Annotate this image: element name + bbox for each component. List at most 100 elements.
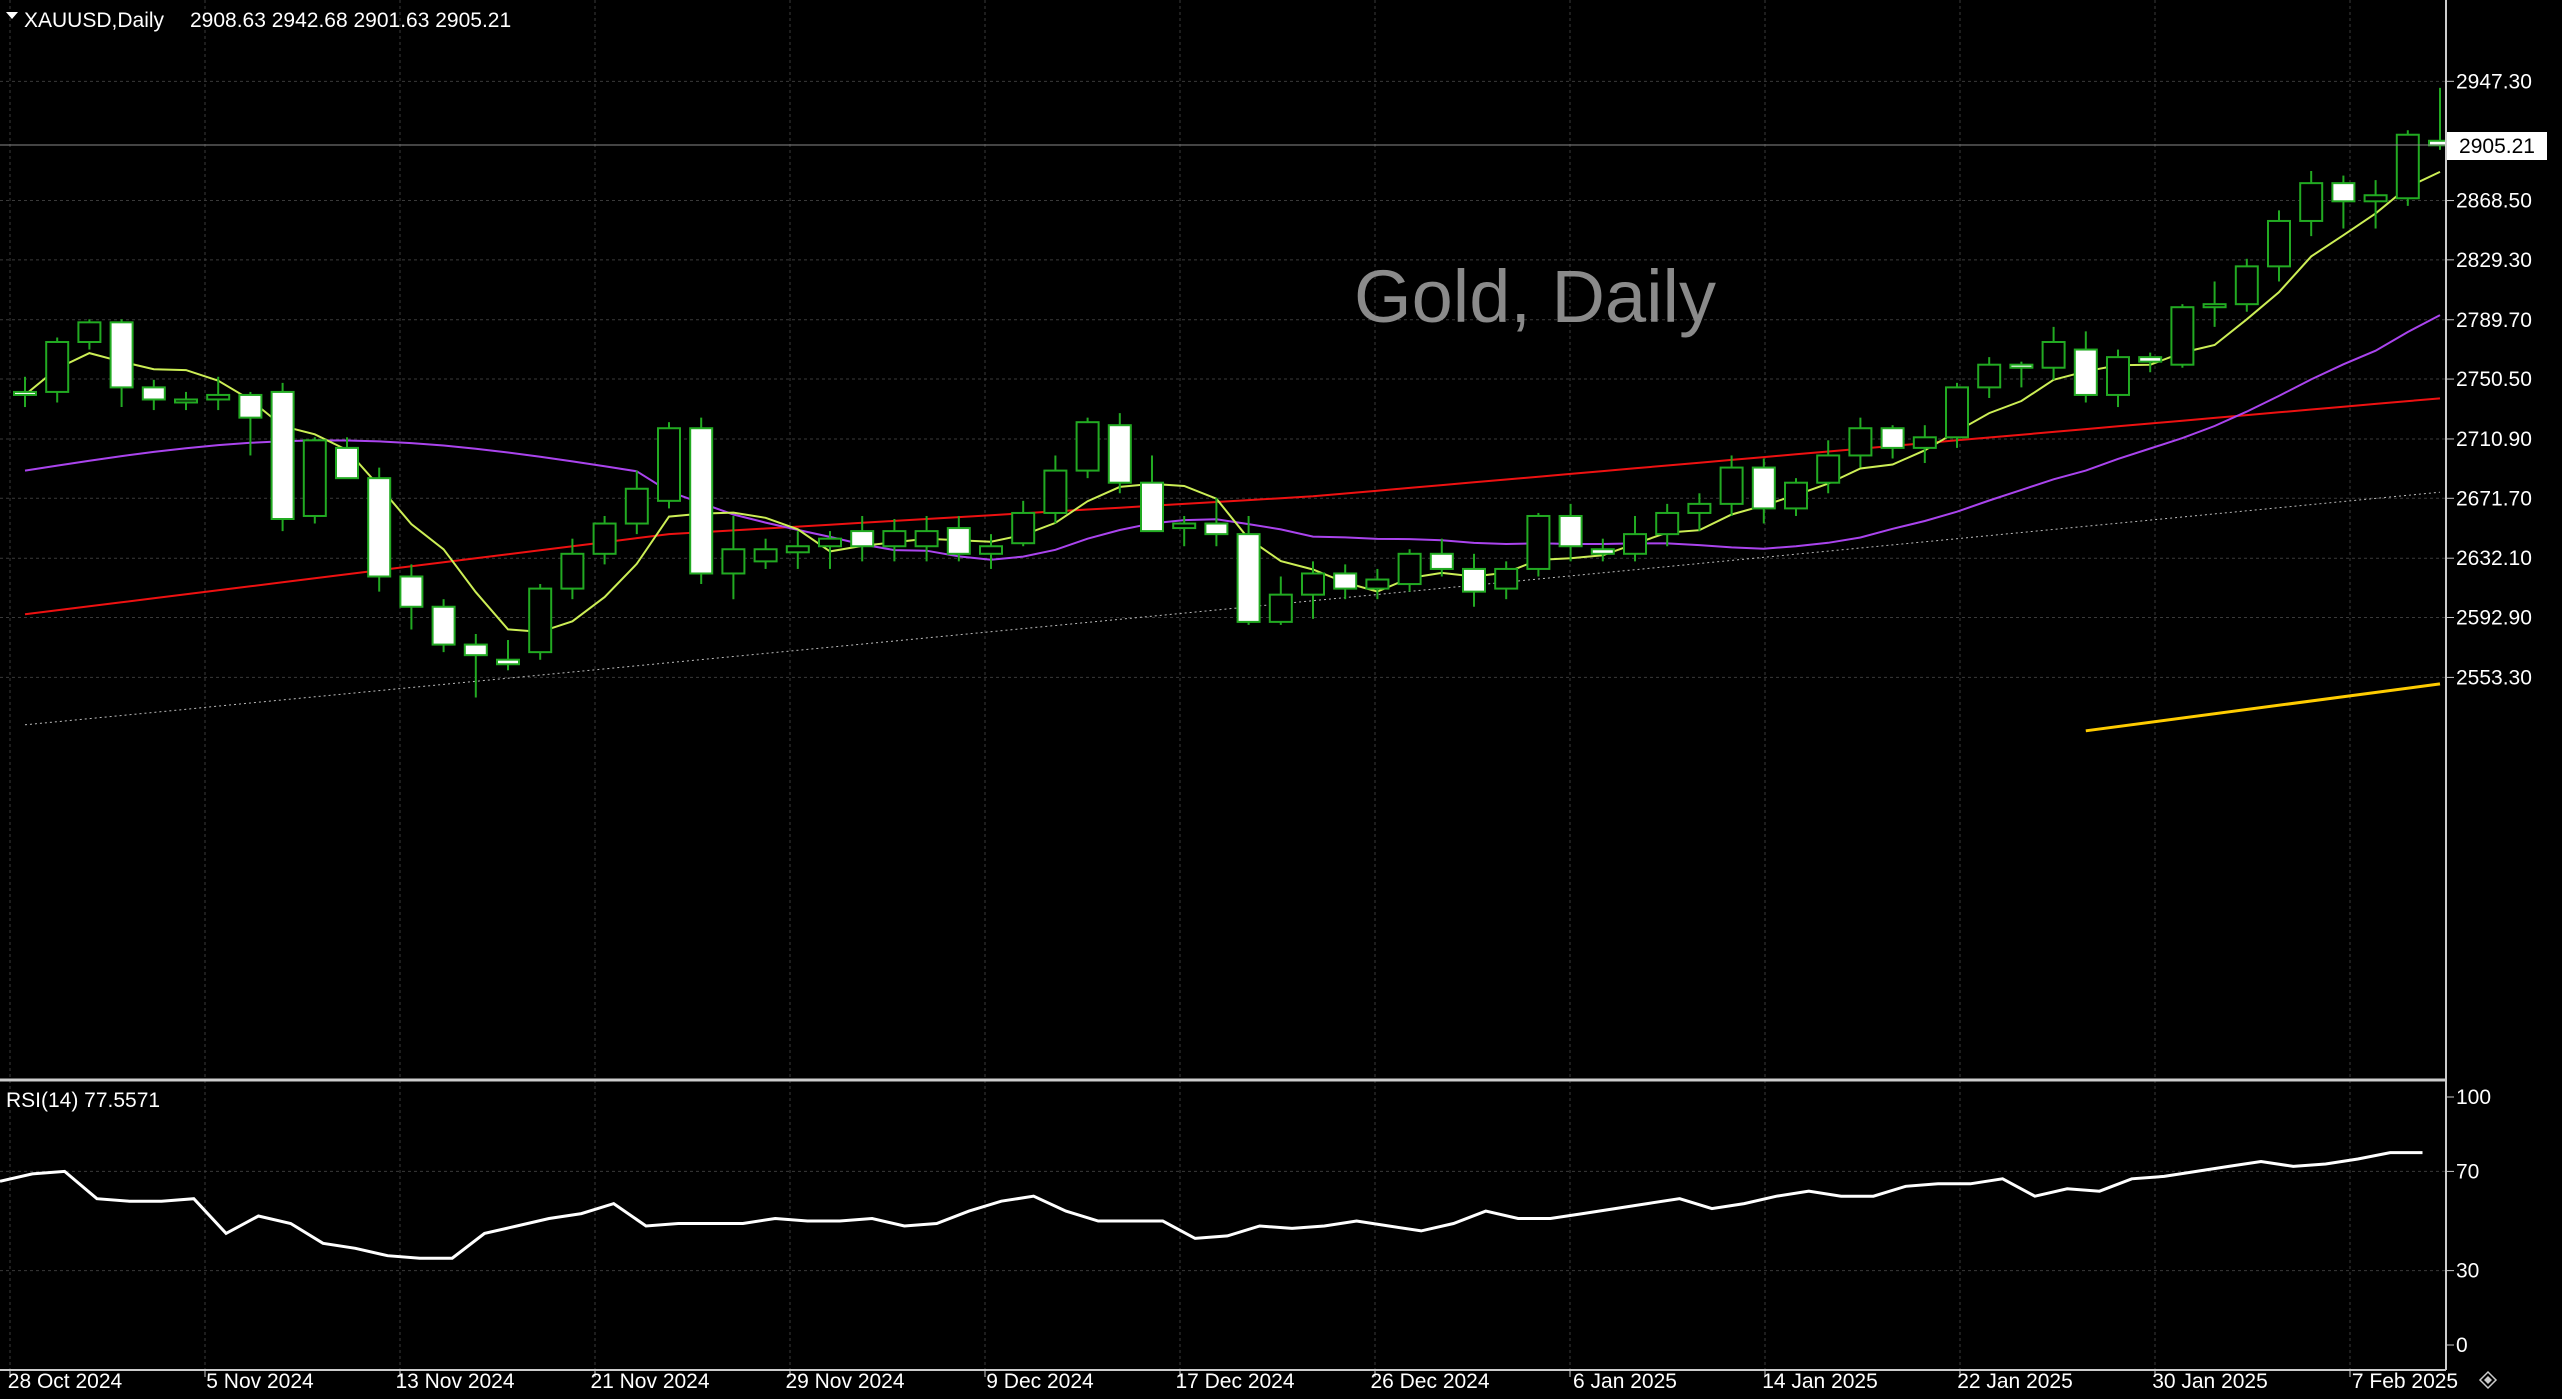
bull-candle-body: [624, 487, 649, 525]
bear-candle-body: [850, 530, 875, 548]
rsi-tick-label: 100: [2456, 1086, 2491, 1109]
bear-candle-body: [1236, 533, 1261, 623]
corner-logo: [2478, 1370, 2498, 1390]
price-tick-label: 2592.90: [2456, 606, 2532, 629]
ma-very-slow-line: [24, 491, 2441, 726]
price-tick-label: 2750.50: [2456, 368, 2532, 391]
candle: [1816, 440, 1841, 494]
candle: [496, 640, 520, 671]
date-tick-label: 30 Jan 2025: [2152, 1370, 2268, 1393]
candle: [1623, 515, 1647, 562]
ma-medium-line: [24, 314, 2441, 561]
candle: [1107, 413, 1132, 494]
price-tick-label: 2829.30: [2456, 249, 2532, 272]
ma-long-line: [2085, 682, 2441, 733]
bull-candle-body: [1365, 578, 1390, 590]
candle: [689, 417, 714, 585]
bull-candle-body: [174, 398, 198, 404]
bear-candle-body: [2331, 182, 2356, 203]
candle: [1945, 382, 1969, 448]
bull-candle-body: [1719, 466, 1744, 505]
candle: [979, 534, 1003, 569]
bull-candle-body: [2234, 265, 2259, 306]
bull-candle-body: [753, 548, 778, 563]
rsi-tick-label: 70: [2456, 1160, 2479, 1183]
date-tick-label: 7 Feb 2025: [2352, 1370, 2458, 1393]
bear-candle-body: [238, 393, 263, 419]
bull-candle-body: [302, 439, 327, 517]
candle: [174, 391, 198, 411]
bear-candle-body: [1140, 481, 1164, 533]
rsi-label: RSI(14) 77.5571: [6, 1089, 160, 1112]
candle: [785, 531, 810, 569]
price-tick-label: 2789.70: [2456, 309, 2532, 332]
bear-candle-body: [1590, 548, 1615, 555]
price-axis[interactable]: 2947.30 2868.50 2829.30 2789.70 2750.50 2710.…: [2446, 70, 2532, 689]
candle: [721, 515, 746, 600]
candle: [1494, 561, 1519, 600]
bull-candle-body: [1494, 567, 1519, 590]
bear-candle-body: [1880, 427, 1905, 449]
bull-candle-body: [2363, 194, 2388, 203]
current-price-tag: [2447, 132, 2547, 160]
bull-candle-body: [2170, 306, 2195, 366]
bear-candle-body: [1558, 514, 1583, 548]
candle: [1977, 357, 2002, 398]
symbol-dropdown-icon[interactable]: [6, 12, 18, 19]
bull-candle-body: [2106, 356, 2130, 396]
candle: [2106, 349, 2130, 408]
bear-candle-body: [1429, 552, 1454, 570]
bull-candle-body: [1043, 469, 1068, 514]
candle: [850, 515, 875, 562]
bull-candle-body: [1623, 533, 1647, 555]
bear-candle-body: [2073, 348, 2098, 396]
candle: [657, 422, 681, 509]
candle: [399, 564, 424, 630]
candle: [1043, 455, 1068, 524]
candle: [2138, 352, 2163, 373]
candle: [302, 437, 327, 524]
candle: [2009, 361, 2034, 388]
rsi-line: [0, 1151, 2423, 1260]
candle: [1719, 455, 1744, 516]
candle: [45, 337, 70, 403]
bear-candle-body: [13, 390, 37, 396]
bear-candle-body: [431, 605, 456, 646]
candle: [2041, 326, 2066, 380]
date-tick-label: 5 Nov 2024: [206, 1370, 314, 1393]
price-tick-label: 2632.10: [2456, 547, 2532, 570]
bull-candle-body: [785, 545, 810, 554]
bear-candle-body: [463, 643, 488, 657]
bull-candle-body: [1687, 502, 1712, 514]
bear-candle-body: [946, 527, 971, 555]
rsi-indicator: [0, 1151, 2423, 1260]
rsi-tick-label: 30: [2456, 1260, 2479, 1283]
date-axis[interactable]: 28 Oct 2024 5 Nov 2024 13 Nov 2024 21 Nov 2…: [8, 1370, 2458, 1393]
bear-candle-body: [2009, 363, 2034, 369]
candle: [1333, 564, 1358, 600]
candle: [1655, 503, 1680, 547]
ohlc-readout: 2908.63 2942.68 2901.63 2905.21: [190, 9, 511, 32]
candle: [13, 376, 37, 408]
candle: [2299, 171, 2324, 237]
candle: [1558, 503, 1583, 562]
candle: [753, 538, 778, 569]
candle: [431, 599, 456, 653]
bull-candle-body: [2267, 219, 2291, 268]
bull-candle-body: [1268, 593, 1293, 623]
bull-candle-body: [2299, 182, 2324, 222]
date-tick-label: 14 Jan 2025: [1762, 1370, 1878, 1393]
candle: [2267, 210, 2291, 282]
bear-candle-body: [109, 321, 134, 389]
bear-candle-body: [141, 386, 166, 401]
bull-candle-body: [1172, 522, 1197, 530]
bull-candle-body: [1011, 511, 1036, 545]
candle: [335, 437, 359, 480]
bear-candle-body: [1751, 466, 1776, 510]
candle: [914, 515, 939, 562]
symbol-label[interactable]: XAUUSD,Daily: [24, 9, 165, 32]
bull-candle-body: [45, 340, 70, 393]
moving-averages: [24, 170, 2441, 733]
